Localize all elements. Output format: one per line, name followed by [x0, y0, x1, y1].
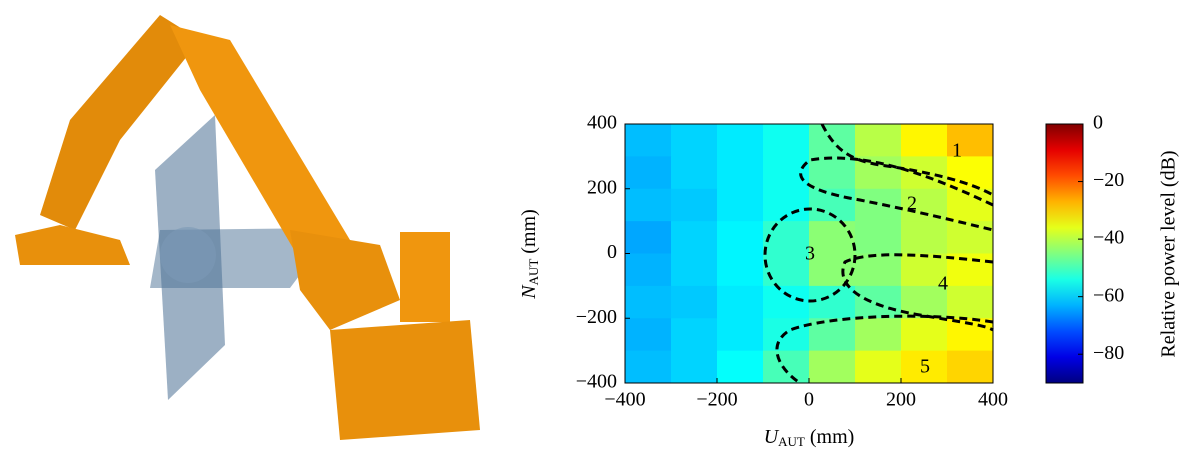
tool	[15, 225, 130, 265]
heatmap-cell	[671, 189, 718, 222]
heatmap-cell	[671, 351, 718, 384]
heatmap-cell	[671, 221, 718, 254]
heatmap-cell	[763, 286, 810, 319]
heatmap-cell	[763, 318, 810, 351]
colorbar-tick-label: −20	[1093, 169, 1124, 191]
heatmap-cell	[947, 189, 994, 222]
y-label-subscript: AUT	[526, 259, 541, 286]
x-label-subscript: AUT	[778, 434, 805, 449]
heatmap-cell	[625, 351, 672, 384]
heatmap-cell	[855, 189, 902, 222]
heatmap-cell	[947, 221, 994, 254]
heatmap-cell	[855, 124, 902, 157]
base-joint	[290, 230, 400, 330]
heatmap-cell	[855, 221, 902, 254]
heatmap-cell	[809, 221, 856, 254]
heatmap-cell	[763, 351, 810, 384]
colorbar-label: Relative power level (dB)	[1158, 150, 1180, 357]
x-tick-label: 200	[886, 389, 916, 411]
heatmap-cell	[625, 124, 672, 157]
heatmap-cell	[763, 124, 810, 157]
heatmap-cell	[717, 156, 764, 189]
colorbar-tick-label: 0	[1093, 112, 1103, 134]
colorbar	[1046, 124, 1083, 383]
heatmap-cell	[809, 318, 856, 351]
heatmap-cell	[763, 254, 810, 287]
x-tick-label: 400	[978, 389, 1008, 411]
x-axis-label: UAUT (mm)	[764, 426, 855, 449]
colorbar-tick-label: −40	[1093, 227, 1124, 249]
y-tick-label: −200	[576, 306, 617, 328]
heatmap-cell	[625, 254, 672, 287]
colorbar-tick-label: −60	[1093, 284, 1124, 306]
x-tick-label: 0	[804, 389, 814, 411]
heatmap-cell	[809, 286, 856, 319]
heatmap-cell	[901, 221, 948, 254]
heatmap-cell	[625, 318, 672, 351]
heatmap-cell	[625, 189, 672, 222]
heatmap-cell	[855, 286, 902, 319]
y-tick-label: −400	[576, 371, 617, 393]
heatmap-cell	[717, 254, 764, 287]
sphere	[160, 227, 216, 283]
y-tick-label: 400	[587, 112, 617, 134]
heatmap-cell	[717, 286, 764, 319]
heatmap-cell	[625, 286, 672, 319]
heatmap-cell	[671, 124, 718, 157]
x-tick-label: −200	[696, 389, 737, 411]
y-tick-label: 0	[607, 241, 617, 263]
heatmap-cell	[717, 189, 764, 222]
heatmap-cell	[717, 124, 764, 157]
heatmap-cell	[625, 156, 672, 189]
base	[330, 320, 480, 440]
heatmap-cell	[855, 351, 902, 384]
heatmap-cell	[901, 318, 948, 351]
y-axis-label: NAUT (mm)	[518, 209, 541, 300]
heatmap-cell	[671, 318, 718, 351]
motor	[400, 232, 450, 322]
heatmap-cell	[809, 156, 856, 189]
heatmap-cell	[717, 318, 764, 351]
region-label: 2	[907, 193, 917, 215]
heatmap-cell	[671, 254, 718, 287]
robot-illustration	[15, 15, 480, 440]
heatmap-cell	[717, 221, 764, 254]
y-label-unit: (mm)	[518, 209, 540, 253]
colorbar-tick-label: −80	[1093, 342, 1124, 364]
region-label: 4	[938, 273, 948, 295]
heatmap-cell	[671, 286, 718, 319]
heatmap-cell	[625, 221, 672, 254]
y-tick-label: 200	[587, 176, 617, 198]
heatmap-cell	[809, 351, 856, 384]
region-label: 3	[805, 243, 815, 265]
heatmap-cell	[947, 351, 994, 384]
figure: UAUT (mm) NAUT (mm) Relative power level…	[0, 0, 1191, 450]
heatmap-cell	[671, 156, 718, 189]
heatmap-cell	[947, 286, 994, 319]
heatmap-cell	[717, 351, 764, 384]
heatmap-cell	[763, 156, 810, 189]
region-label: 1	[952, 140, 962, 162]
heatmap-cell	[855, 318, 902, 351]
region-label: 5	[920, 356, 930, 378]
x-label-unit: (mm)	[810, 426, 854, 448]
heatmap-cell	[901, 124, 948, 157]
